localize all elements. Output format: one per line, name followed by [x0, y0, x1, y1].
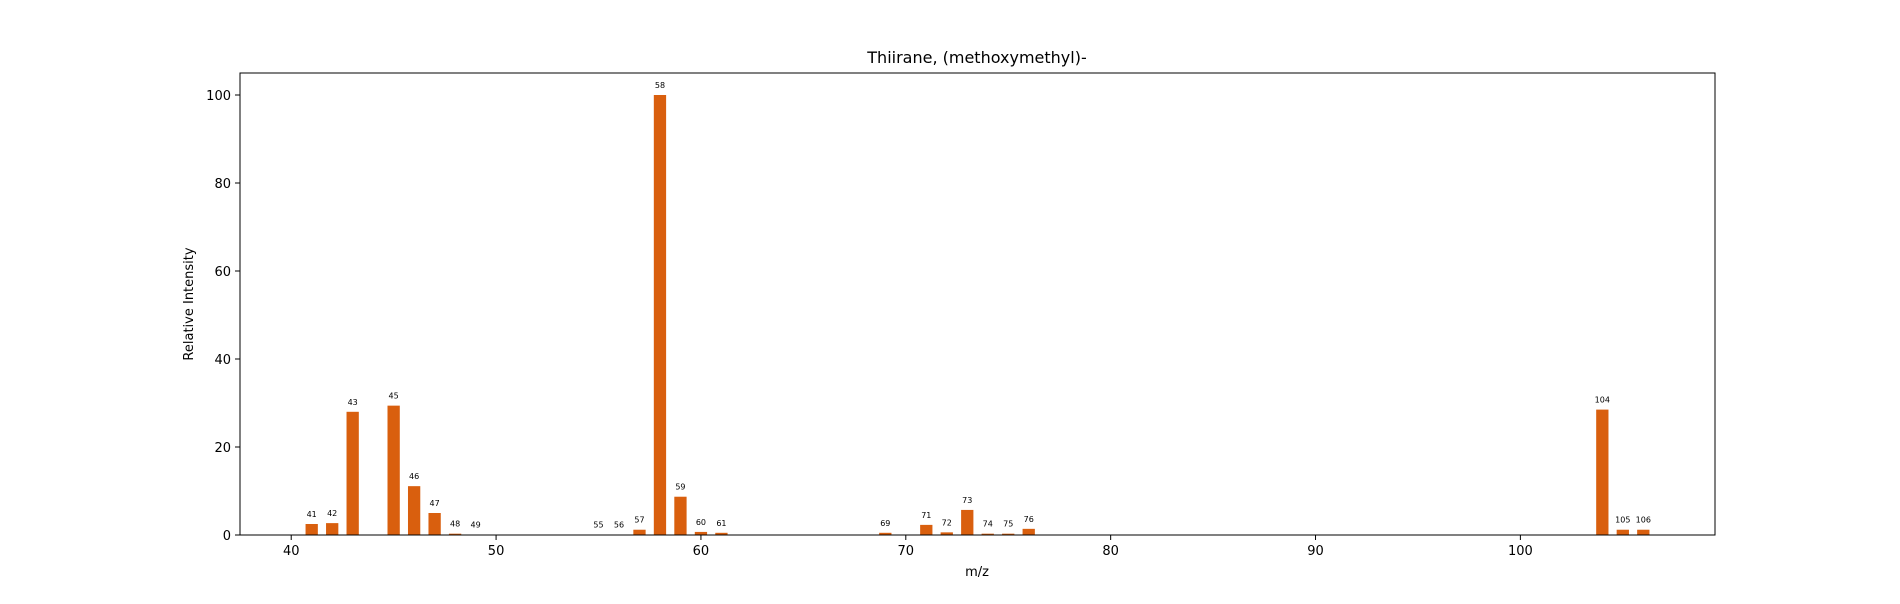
peak-bar: [1637, 530, 1649, 535]
y-tick-label: 60: [214, 265, 231, 280]
y-axis-ticks: 0 20 40 60 80 100: [206, 89, 240, 544]
peak-label: 61: [716, 519, 726, 528]
x-axis-ticks: 40 50 60 70 80 90 100: [283, 535, 1533, 559]
peak-bar: [674, 497, 686, 535]
peak-label: 45: [389, 392, 399, 401]
peak-label: 56: [614, 521, 624, 530]
x-tick-label: 70: [898, 544, 915, 559]
bars-layer: [306, 95, 1650, 535]
x-tick-label: 100: [1508, 544, 1533, 559]
y-tick-label: 40: [214, 353, 231, 368]
x-tick-label: 80: [1102, 544, 1119, 559]
y-tick-label: 80: [214, 177, 231, 192]
peak-label: 73: [962, 496, 972, 505]
peak-label: 46: [409, 472, 419, 481]
x-tick-label: 40: [283, 544, 300, 559]
peak-label: 106: [1636, 516, 1651, 525]
peak-label: 74: [983, 520, 993, 529]
peak-label: 57: [634, 516, 644, 525]
peak-bar: [654, 95, 666, 535]
peak-bar: [1023, 529, 1035, 535]
x-tick-label: 60: [693, 544, 710, 559]
peak-bar: [920, 525, 932, 535]
peak-label: 49: [470, 521, 480, 530]
peak-label: 76: [1024, 515, 1034, 524]
peak-bar: [326, 523, 338, 535]
peak-bar: [1617, 530, 1629, 535]
peak-label: 71: [921, 511, 931, 520]
peak-label: 43: [348, 398, 358, 407]
peak-bar: [428, 513, 440, 535]
peak-label: 72: [942, 518, 952, 527]
peak-label: 60: [696, 518, 706, 527]
y-tick-label: 20: [214, 441, 231, 456]
peak-label: 59: [675, 483, 685, 492]
peak-label: 41: [307, 510, 317, 519]
x-axis-label: m/z: [965, 565, 989, 580]
peak-label: 58: [655, 81, 665, 90]
peak-label: 69: [880, 519, 890, 528]
x-tick-label: 50: [488, 544, 505, 559]
peak-label: 104: [1595, 396, 1610, 405]
peak-label: 105: [1615, 516, 1630, 525]
peak-label: 48: [450, 520, 460, 529]
peak-bar: [1596, 410, 1608, 535]
peak-bar: [408, 486, 420, 535]
chart-title: Thiirane, (methoxymethyl)-: [866, 48, 1086, 67]
x-tick-label: 90: [1307, 544, 1324, 559]
peak-bar: [633, 530, 645, 535]
y-tick-label: 100: [206, 89, 231, 104]
y-tick-label: 0: [223, 529, 231, 544]
plot-frame: [240, 73, 1715, 535]
peak-bar: [388, 406, 400, 535]
peak-label: 42: [327, 509, 337, 518]
peak-labels-layer: 41 42 43 45 46 47 48 49 55 56 57 58 59 60 61 69 71 72 73 74…: [307, 81, 1651, 530]
peak-bar: [306, 524, 318, 535]
peak-bar: [961, 510, 973, 535]
peak-label: 47: [430, 499, 440, 508]
y-axis-label: Relative Intensity: [182, 247, 197, 360]
peak-bar: [347, 412, 359, 535]
peak-label: 55: [593, 521, 603, 530]
peak-label: 75: [1003, 520, 1013, 529]
